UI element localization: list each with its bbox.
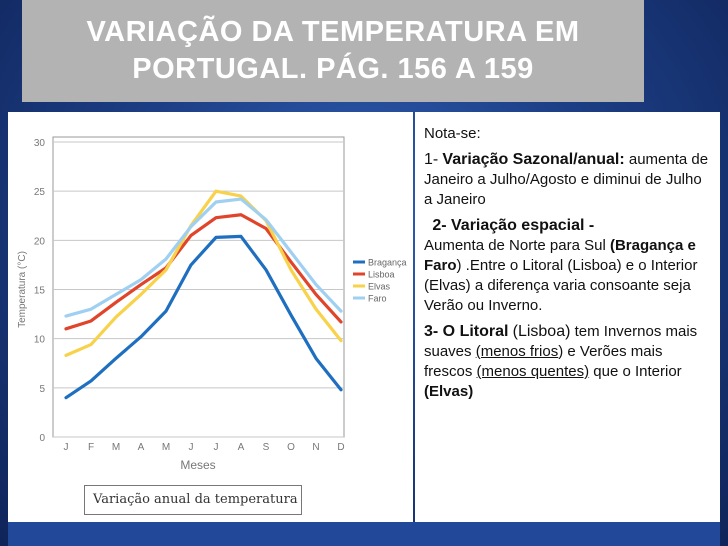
note-2-heading: 2- Variação espacial - [432,217,595,234]
temperature-line-chart: 0 5 10 15 20 25 30 J F M A M J J A S O N D Meses Temperatura… [17,136,407,472]
title-line-1: VARIAÇÃO DA TEMPERATURA EM [86,16,580,48]
x-tick-label: J [64,442,69,453]
chart-caption: Variação anual da temperatura [84,485,302,515]
series-line-bragança [64,234,343,400]
x-tick-label: F [88,442,94,453]
legend-label: Faro [368,294,387,304]
legend-label: Elvas [368,282,391,292]
x-axis-label: Meses [180,458,215,472]
note-1-number: 1- [424,151,439,168]
x-tick-label: J [189,442,194,453]
legend-label: Lisboa [368,270,395,280]
note-3-text-b: ) e Verões mais frescos [424,343,663,380]
y-tick-label: 25 [34,187,46,198]
bottom-strip [8,522,720,546]
notes-panel: Nota-se: 1- Variação Sazonal/anual: aume… [415,112,720,522]
slide-title: VARIAÇÃO DA TEMPERATURA EM PORTUGAL. PÁG… [22,0,644,102]
note-3-link-menos-quentes: (menos quentes) [476,363,590,380]
notes-intro: Nota-se: [424,125,481,142]
x-tick-label: J [214,442,219,453]
series-line-faro [64,197,343,318]
x-tick-label: A [138,442,145,453]
title-line-2: PORTUGAL. PÁG. 156 A 159 [132,53,534,85]
y-tick-label: 30 [34,138,46,149]
x-tick-label: N [312,442,319,453]
note-3-text-c: que o Interior [593,363,682,380]
x-tick-label: M [112,442,120,453]
y-axis-label: Temperatura (°C) [17,251,28,328]
note-3-bold-end: (Elvas) [424,383,474,400]
x-tick-label: M [162,442,170,453]
y-tick-label: 0 [39,433,45,444]
y-tick-label: 20 [34,236,46,247]
note-3-text-a: tem Invernos mais suaves [424,323,698,360]
note-item-2: 2- Variação espacial - Aumenta de Norte … [424,216,714,316]
note-3-link-menos-frios: (menos frios [475,343,559,360]
y-tick-label: 10 [34,335,46,346]
note-3-heading: 3- O Litoral [424,323,509,340]
x-tick-label: D [337,442,344,453]
chart-panel: 0 5 10 15 20 25 30 J F M A M J J A S O N D Meses Temperatura… [8,112,413,522]
y-tick-label: 5 [39,384,45,395]
note-3-place: (Lisboa) [512,323,571,340]
note-2-bold: (Bragança e Faro [424,237,696,274]
x-tick-label: O [287,442,295,453]
note-item-1: 1- Variação Sazonal/anual: aumenta de Ja… [424,150,714,210]
y-tick-label: 15 [34,286,46,297]
note-1-text: aumenta de Janeiro a Julho/Agosto e dimi… [424,151,709,208]
series-line-lisboa [64,213,343,331]
series-line-elvas [64,189,343,357]
note-1-heading: Variação Sazonal/anual: [442,151,625,168]
x-tick-label: S [263,442,270,453]
note-2-text-b: ) .Entre o Litoral (Lisboa) e o Interior… [424,257,698,314]
legend-label: Bragança [368,258,407,268]
note-item-3: 3- O Litoral (Lisboa) tem Invernos mais … [424,322,714,402]
x-tick-label: A [238,442,245,453]
note-2-text-a: Aumenta de Norte para Sul [424,237,606,254]
